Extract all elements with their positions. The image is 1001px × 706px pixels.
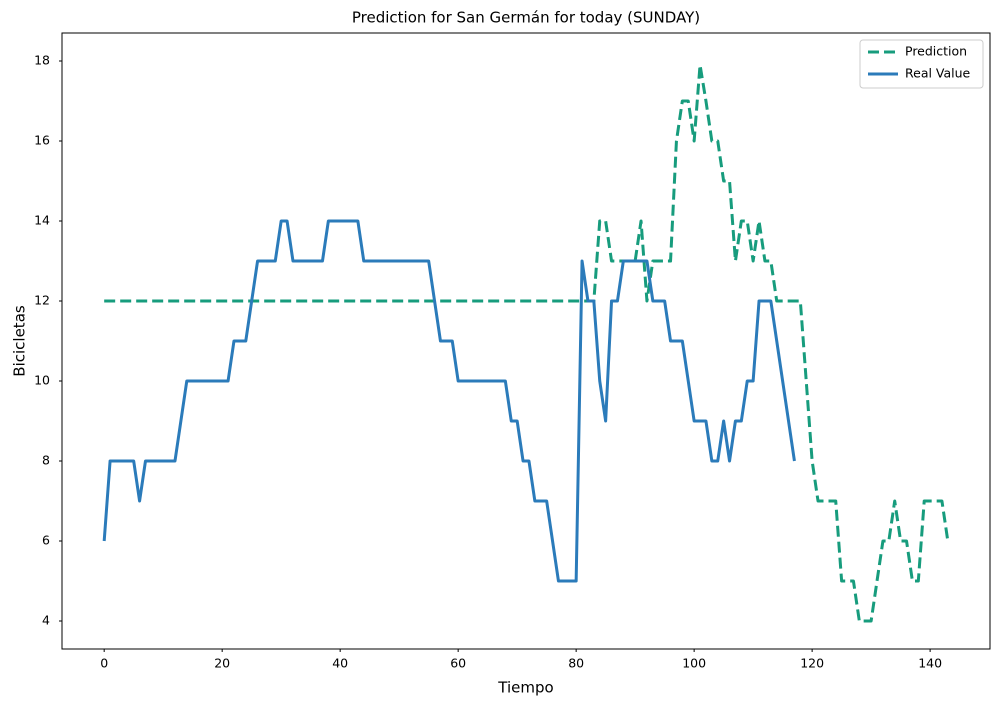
x-tick-label: 80 xyxy=(568,656,584,671)
legend-label: Prediction xyxy=(905,44,967,59)
x-axis-label: Tiempo xyxy=(497,679,553,697)
x-tick-label: 40 xyxy=(332,656,348,671)
legend-label: Real Value xyxy=(905,66,971,81)
x-tick-label: 60 xyxy=(450,656,466,671)
y-tick-label: 16 xyxy=(34,133,50,148)
y-tick-label: 14 xyxy=(34,213,50,228)
y-tick-label: 18 xyxy=(34,53,50,68)
x-tick-label: 20 xyxy=(214,656,230,671)
y-tick-label: 12 xyxy=(34,293,50,308)
y-tick-label: 4 xyxy=(42,613,50,628)
data-line xyxy=(104,63,950,623)
y-axis-label: Bicicletas xyxy=(11,305,29,377)
plot-frame xyxy=(61,32,991,650)
y-tick-label: 10 xyxy=(34,373,50,388)
chart-title: Prediction for San Germán for today (SUN… xyxy=(352,9,700,27)
y-tick-label: 6 xyxy=(42,533,50,548)
y-tick-label: 8 xyxy=(42,453,50,468)
x-tick-label: 100 xyxy=(682,656,706,671)
x-tick-label: 140 xyxy=(918,656,942,671)
x-tick-label: 0 xyxy=(100,656,108,671)
x-tick-label: 120 xyxy=(800,656,824,671)
data-line xyxy=(102,219,796,583)
